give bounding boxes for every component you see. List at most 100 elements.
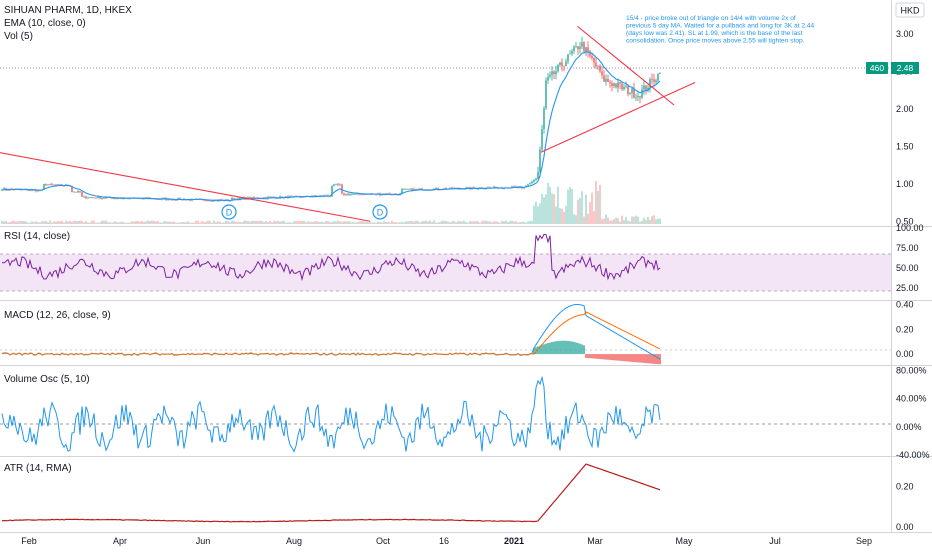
x-tick-label: Jul: [769, 536, 781, 546]
volume-bar: [343, 221, 345, 224]
volume-bar: [91, 220, 93, 224]
candle-body: [159, 199, 161, 201]
volume-bar: [215, 222, 217, 224]
annotation-note[interactable]: 15/4 - price broke out of triangle on 14…: [626, 15, 814, 45]
volume-bar: [287, 222, 289, 224]
macd-histogram-bar: [537, 346, 539, 355]
volume-bar: [153, 221, 155, 224]
volume-bar: [453, 220, 455, 224]
candle-body: [657, 73, 659, 81]
candle-body: [277, 198, 279, 199]
candle-body: [529, 183, 531, 185]
x-tick-label: Sep: [856, 536, 872, 546]
candle-body: [659, 72, 661, 74]
volume-bar: [483, 220, 485, 224]
volume-bar: [419, 222, 421, 224]
x-tick-label: 2021: [504, 536, 524, 546]
macd-histogram-bar: [551, 342, 553, 355]
atr-title[interactable]: ATR (14, RMA): [4, 463, 72, 474]
candle-body: [85, 196, 87, 199]
volume-bar: [189, 222, 191, 224]
volume-bar: [369, 221, 371, 224]
candle-body: [619, 82, 621, 84]
volume-bar: [519, 222, 521, 224]
volume-bar: [323, 222, 325, 224]
y-tick-label: 50.00: [896, 263, 919, 273]
rsi-title[interactable]: RSI (14, close): [4, 231, 70, 242]
volume-bar: [599, 184, 601, 224]
candle-body: [355, 193, 357, 195]
volume-bar: [229, 222, 231, 224]
y-tick-label: 0.50: [896, 216, 914, 226]
candle-body: [503, 188, 505, 190]
candle-body: [419, 188, 421, 190]
volume-bar: [207, 220, 209, 224]
candle-body: [353, 193, 355, 195]
macd-histogram-bar: [605, 354, 607, 360]
currency-button[interactable]: HKD: [895, 2, 925, 18]
macd-histogram-bar: [553, 341, 555, 355]
symbol-title[interactable]: SIHUAN PHARM, 1D, HKEX: [4, 5, 132, 16]
candle-body: [95, 197, 97, 199]
macd-histogram-bar: [557, 341, 559, 355]
volume-bar: [541, 193, 543, 224]
macd-histogram-bar: [569, 341, 571, 355]
volume-bar: [515, 221, 517, 224]
volume-bar: [467, 222, 469, 224]
volume-bar: [105, 220, 107, 224]
volume-bar: [161, 222, 163, 224]
volume-bar: [543, 197, 545, 224]
volume-bar: [245, 220, 247, 224]
candle-body: [381, 194, 383, 196]
vosc-title[interactable]: Volume Osc (5, 10): [4, 374, 90, 385]
candle-body: [347, 193, 349, 195]
volume-bar: [471, 221, 473, 224]
volume-bar: [485, 220, 487, 224]
volume-bar: [195, 220, 197, 224]
volume-bar: [443, 220, 445, 224]
volume-bar: [361, 220, 363, 224]
candle-body: [153, 198, 155, 200]
macd-histogram-bar: [593, 354, 595, 359]
candle-body: [581, 42, 583, 47]
volume-bar: [39, 222, 41, 224]
dividend-marker[interactable]: D: [372, 204, 388, 220]
candle-body: [635, 97, 637, 99]
volume-bar: [151, 220, 153, 224]
dividend-marker[interactable]: D: [221, 204, 237, 220]
volume-bar: [357, 221, 359, 224]
annotation-line: consolidation. Once price moves above 2.…: [626, 38, 805, 45]
volume-bar: [463, 220, 465, 224]
candle-body: [43, 183, 45, 190]
volume-bar: [165, 221, 167, 224]
volume-bar: [601, 219, 603, 224]
macd-histogram-bar: [617, 354, 619, 361]
volume-bar: [265, 221, 267, 224]
candle-body: [639, 96, 641, 98]
macd-histogram-bar: [581, 344, 583, 355]
volume-bar: [205, 221, 207, 224]
volume-bar: [563, 211, 565, 224]
macd-histogram-bar: [635, 354, 637, 363]
candle-body: [241, 197, 243, 199]
volume-bar: [133, 221, 135, 224]
candle-body: [357, 193, 359, 195]
macd-title[interactable]: MACD (12, 26, close, 9): [4, 310, 111, 321]
ema-legend[interactable]: EMA (10, close, 0): [4, 18, 86, 29]
volume-bar: [181, 221, 183, 224]
volume-legend[interactable]: Vol (5): [4, 31, 33, 42]
volume-bar: [407, 221, 409, 224]
candle-body: [575, 46, 577, 47]
macd-histogram-bar: [591, 354, 593, 359]
candle-body: [563, 65, 565, 67]
macd-histogram-bar: [547, 343, 549, 355]
macd-histogram-bar: [637, 354, 639, 363]
candle-body: [89, 197, 91, 199]
macd-histogram-bar: [575, 342, 577, 355]
volume-bar: [121, 221, 123, 224]
macd-histogram-bar: [625, 354, 627, 362]
volume-bar: [387, 221, 389, 224]
volume-bar: [469, 221, 471, 224]
volume-bar: [347, 221, 349, 224]
volume-bar: [131, 221, 133, 224]
